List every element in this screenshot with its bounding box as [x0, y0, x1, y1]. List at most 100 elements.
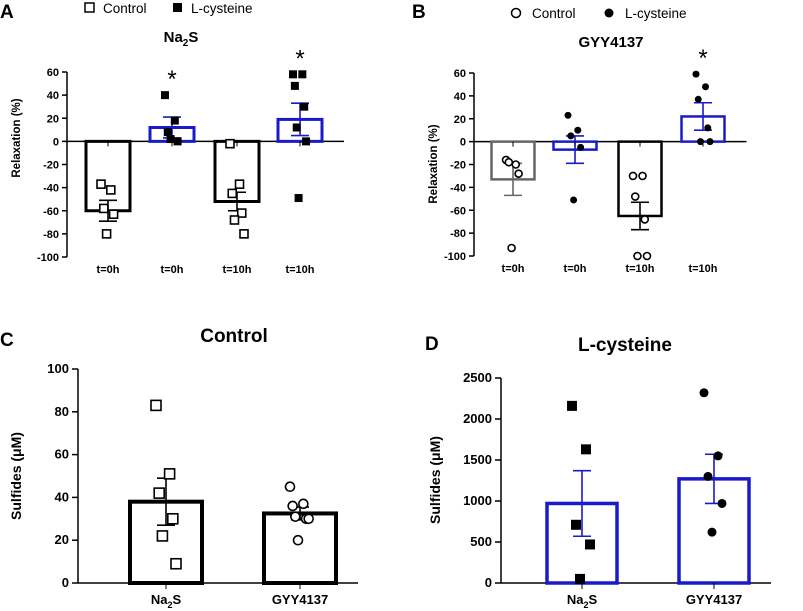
significance-star: * [167, 66, 176, 93]
data-point [704, 124, 712, 132]
panel-b-group-0: t=0h [490, 140, 536, 275]
data-point [292, 123, 301, 132]
panel-a-y-axis-label: Relaxation (%) [11, 98, 23, 177]
panel-a-y-ticks: 60 40 20 0 -20 -40 -60 -80 -100 [37, 67, 67, 264]
x-tick-label: t=10h [625, 263, 654, 275]
data-point [571, 519, 581, 530]
y-tick-label: -20 [43, 160, 59, 172]
y-tick-label: 60 [47, 67, 59, 79]
data-point [99, 203, 109, 214]
data-point [706, 138, 714, 146]
y-tick-label: 0 [62, 575, 69, 590]
data-point [300, 102, 309, 111]
data-point [101, 229, 112, 239]
data-point [694, 95, 702, 103]
y-tick-label: 100 [47, 361, 69, 376]
data-point [628, 171, 638, 181]
data-point [707, 527, 717, 537]
data-point [173, 137, 182, 146]
significance-star: * [295, 45, 304, 72]
panel-d-title: L-cysteine [578, 335, 672, 356]
panel-b-plot: t=0h t=0h t=10h * t=10h [473, 45, 747, 275]
panel-c-title: Control [200, 326, 268, 347]
y-tick-label: -60 [450, 205, 466, 217]
x-tick-label: t=0h [97, 264, 120, 276]
y-tick-label: 60 [55, 447, 69, 462]
panel-a: A Control L-cysteine Na2S Relaxation (%)… [0, 1, 344, 276]
data-point [284, 481, 296, 493]
panel-b-title: GYY4137 [578, 34, 643, 51]
data-point [289, 70, 297, 79]
x-tick-label: t=0h [502, 263, 525, 275]
data-point [581, 444, 591, 455]
panel-b: B Control L-cysteine GYY4137 Relaxation … [412, 2, 747, 275]
panel-b-y-axis-label: Relaxation (%) [428, 124, 440, 203]
data-point [507, 243, 516, 253]
data-point [575, 573, 585, 584]
y-tick-label: 20 [47, 113, 59, 125]
x-tick-label: t=0h [161, 264, 184, 276]
panel-d-group-0: Na2S [545, 400, 619, 610]
data-point [567, 400, 577, 411]
data-point [564, 111, 572, 119]
x-tick-label: GYY4137 [686, 592, 742, 607]
data-point [303, 513, 314, 525]
data-point [234, 179, 245, 189]
data-point [163, 468, 176, 480]
data-point [294, 194, 303, 203]
panel-b-letter: B [412, 2, 426, 23]
panel-d-y-axis-label: Sulfides (μM) [427, 436, 443, 524]
y-tick-label: 60 [454, 68, 466, 80]
panel-d-letter: D [425, 334, 439, 355]
y-tick-label: -80 [43, 229, 59, 241]
panel-c-y-axis-label: Sulfides (μM) [8, 432, 24, 520]
panel-d-plot: Na2S GYY4137 [500, 378, 771, 610]
data-point [150, 399, 162, 412]
panel-a-legend-lcysteine-label: L-cysteine [191, 1, 253, 16]
data-point [106, 185, 116, 195]
x-tick-label: t=10h [222, 264, 251, 276]
data-point [640, 215, 650, 224]
data-point [170, 116, 179, 125]
y-tick-label: 2500 [463, 370, 492, 385]
y-tick-label: -60 [43, 206, 59, 218]
data-point [567, 132, 575, 140]
data-point [156, 530, 169, 542]
data-point [702, 83, 710, 91]
panel-c-group-1: GYY4137 [262, 481, 338, 607]
panel-a-legend-control-marker [84, 2, 95, 13]
panel-c-y-ticks: 100 80 60 40 20 0 [47, 361, 78, 590]
y-tick-label: -100 [37, 252, 59, 264]
panel-b-legend-lcysteine-label: L-cysteine [625, 6, 687, 21]
data-point [574, 126, 582, 134]
data-point [717, 498, 727, 508]
data-point [298, 70, 307, 79]
y-tick-label: 0 [53, 136, 59, 148]
panel-a-letter: A [0, 2, 14, 23]
y-tick-label: -100 [444, 251, 466, 263]
data-point [630, 192, 640, 201]
data-point [570, 196, 578, 204]
panel-a-group-2: t=10h [213, 138, 261, 276]
data-point [514, 169, 523, 178]
data-point [229, 215, 240, 225]
y-tick-label: 40 [47, 90, 59, 102]
bar [84, 139, 132, 213]
data-point [298, 498, 309, 510]
x-tick-label: t=10h [285, 264, 314, 276]
data-point [302, 137, 311, 146]
data-point [239, 229, 249, 239]
data-point [292, 534, 304, 546]
panel-a-title: Na2S [164, 29, 199, 49]
data-point [225, 138, 235, 149]
data-point [108, 209, 119, 220]
panel-d-y-ticks: 2500 2000 1500 1000 500 0 [463, 370, 501, 590]
y-tick-label: 1000 [463, 493, 492, 508]
x-tick-label: Na2S [151, 592, 182, 610]
data-point [287, 500, 298, 512]
panel-b-legend-lcysteine-marker [604, 8, 614, 18]
data-point [511, 160, 521, 169]
data-point [290, 511, 301, 522]
panel-c-plot: Na2S GYY4137 [77, 369, 358, 610]
data-point [577, 143, 585, 151]
